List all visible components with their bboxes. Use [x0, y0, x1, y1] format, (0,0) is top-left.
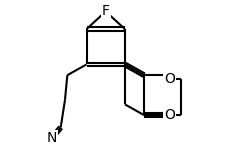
Text: O: O — [164, 108, 175, 122]
Text: F: F — [102, 4, 110, 18]
Text: N: N — [46, 131, 57, 145]
Text: O: O — [164, 72, 175, 86]
